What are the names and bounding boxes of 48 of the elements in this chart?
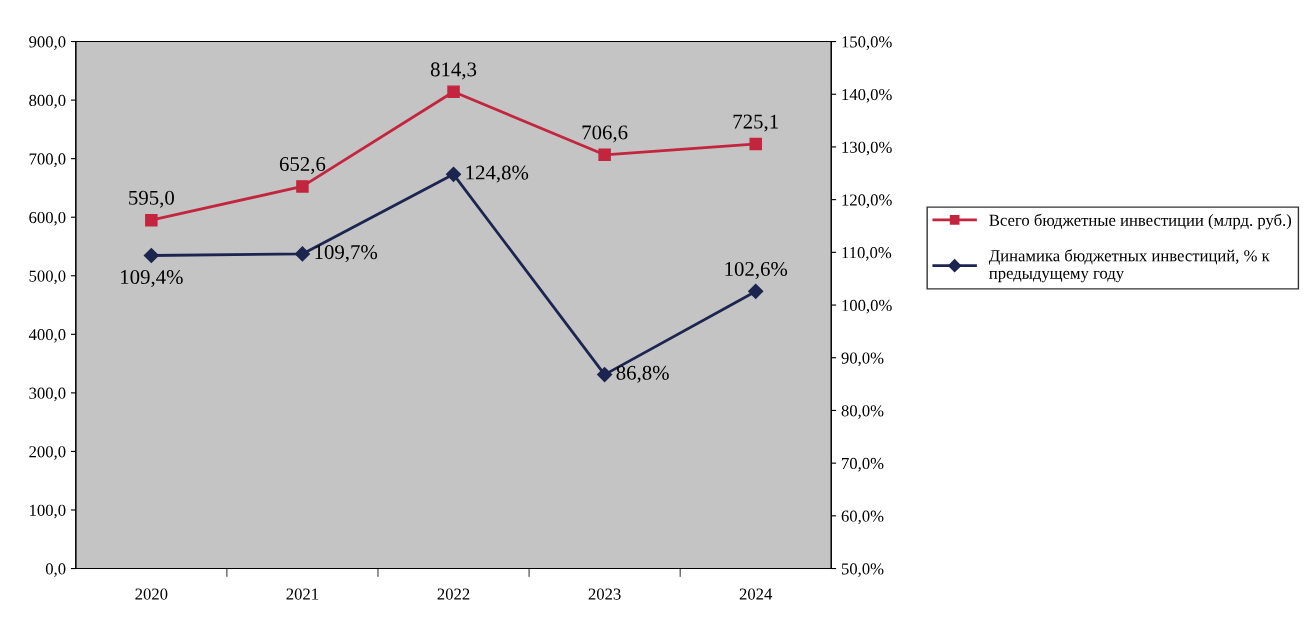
y-tick-label: 400,0 [28, 329, 66, 343]
y-tick-label: 200,0 [29, 446, 66, 460]
y2-tick-label: 130,0% [842, 141, 892, 156]
y-tick-label: 500,0 [29, 270, 66, 285]
x-tick-label: 2023 [588, 588, 621, 600]
y-tick-label: 300,0 [29, 387, 66, 402]
point [296, 180, 309, 193]
point [143, 247, 159, 264]
data-label: 109,4% [121, 269, 183, 288]
data-label: 86,8% [616, 365, 669, 383]
point [294, 246, 311, 262]
y-tick-label: 0,0 [45, 563, 66, 577]
x-tick-label: 2022 [437, 588, 470, 600]
legend-label: Всего бюджетные инвестиции (млрд. руб.) [989, 213, 1292, 230]
point [445, 166, 462, 182]
x-tick-label: 2024 [739, 588, 773, 600]
y2-tick-label: 150,0% [842, 36, 892, 50]
data-label: 706,6 [582, 125, 628, 143]
point [749, 137, 762, 151]
point [748, 283, 764, 299]
y-tick-label: 600,0 [29, 211, 66, 226]
data-label: 814,3 [430, 62, 477, 80]
y-tick-label: 100,0 [30, 504, 66, 519]
y2-tick-label: 110,0% [842, 247, 892, 261]
data-label: 595,0 [129, 190, 174, 208]
y2-tick-label: 80,0% [841, 405, 884, 419]
y2-tick-label: 120,0% [842, 194, 892, 208]
point [597, 367, 613, 383]
data-label: 124,8% [466, 165, 529, 183]
y2-tick-label: 50,0% [841, 563, 884, 577]
y2-tick-label: 90,0% [841, 352, 884, 367]
y-tick-label: 700,0 [29, 153, 66, 167]
y-tick-label: 800,0 [29, 94, 66, 109]
y-tick-label: 900,0 [29, 36, 66, 50]
x-tick-label: 2020 [135, 588, 168, 600]
point [145, 213, 158, 227]
data-label: 652,6 [279, 157, 326, 175]
point [447, 85, 460, 98]
y2-tick-label: 60,0% [841, 510, 884, 525]
data-label: 725,1 [733, 114, 778, 132]
y2-tick-label: 70,0% [842, 457, 884, 472]
x-tick-label: 2021 [286, 588, 319, 600]
legend-label: Динамика бюджетных инвестиций, % к предыдущему году [988, 249, 1270, 283]
point [598, 148, 611, 162]
data-label: 102,6% [725, 261, 788, 279]
y2-tick-label: 140,0% [842, 88, 892, 103]
data-label: 109,7% [315, 245, 378, 263]
y2-tick-label: 100,0% [842, 299, 892, 314]
